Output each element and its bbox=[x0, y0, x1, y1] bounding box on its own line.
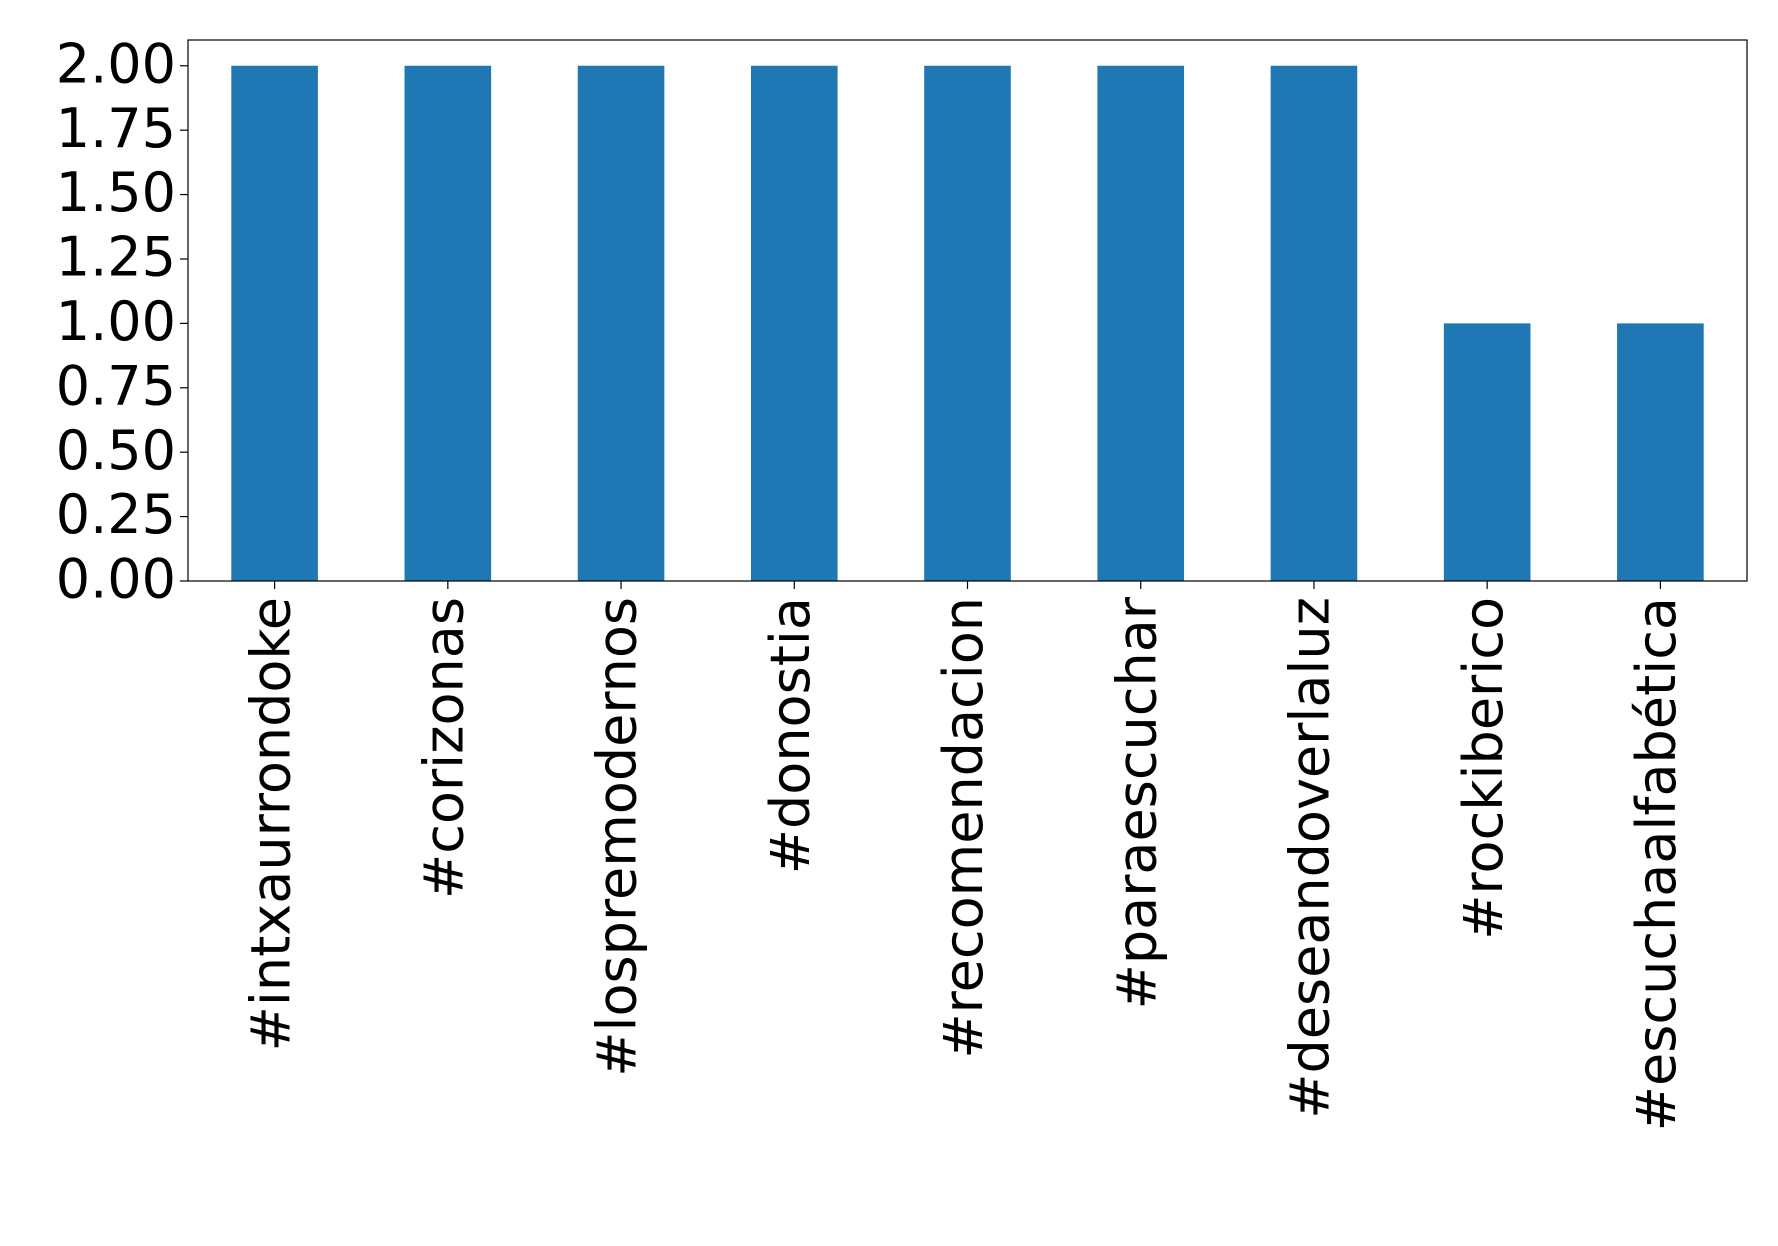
y-tick-label: 0.75 bbox=[56, 354, 176, 417]
bar bbox=[577, 65, 665, 581]
y-tick-label: 1.75 bbox=[56, 97, 176, 160]
y-tick-label: 0.25 bbox=[56, 483, 176, 546]
y-tick-label: 1.25 bbox=[56, 226, 176, 289]
bar bbox=[1617, 323, 1704, 581]
y-tick-label: 1.50 bbox=[56, 161, 176, 224]
x-tick-label: #paraescuchar bbox=[1105, 596, 1168, 1009]
bar bbox=[1270, 65, 1358, 581]
x-tick-label: #donostia bbox=[759, 597, 822, 874]
bar bbox=[924, 65, 1011, 581]
x-tick-label: #intxaurrondoke bbox=[239, 597, 302, 1051]
x-tick-label: #lospremodernos bbox=[586, 597, 649, 1077]
x-tick-label: #recomendacion bbox=[932, 597, 995, 1059]
x-tick-label: #deseandoverlaluz bbox=[1279, 597, 1342, 1119]
bar bbox=[750, 65, 838, 581]
x-tick-label: #corizonas bbox=[412, 597, 475, 899]
y-tick-label: 0.50 bbox=[56, 419, 176, 482]
y-tick-label: 1.00 bbox=[56, 290, 176, 353]
y-tick-label: 0.00 bbox=[56, 548, 176, 611]
bar bbox=[231, 65, 318, 581]
x-tick-label: #rockiberico bbox=[1452, 597, 1515, 940]
y-tick-label: 2.00 bbox=[56, 32, 176, 95]
bar bbox=[1443, 323, 1531, 581]
bar bbox=[1097, 65, 1185, 581]
bar bbox=[404, 65, 492, 581]
x-tick-label: #escuchaalfabética bbox=[1625, 597, 1688, 1131]
plot-frame bbox=[187, 39, 1748, 582]
